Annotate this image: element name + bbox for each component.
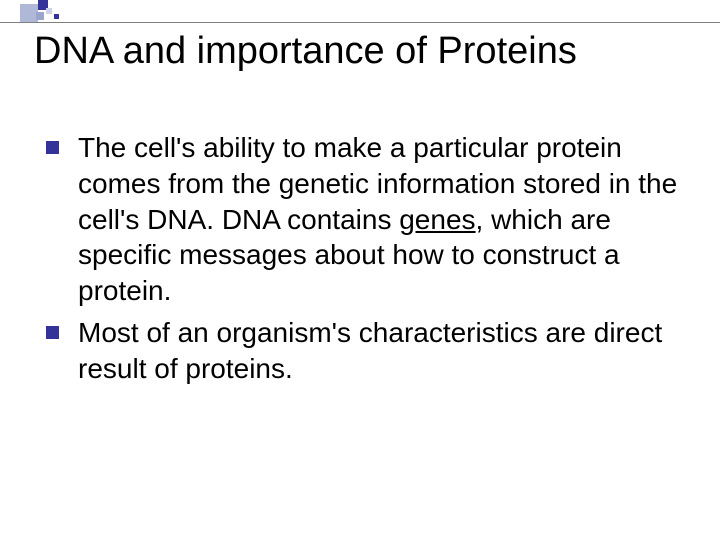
decoration-square: [54, 14, 59, 19]
bullet-item: Most of an organism's characteristics ar…: [46, 315, 680, 387]
decoration-square: [36, 12, 44, 20]
header-decoration: [0, 0, 720, 24]
bullet-text: Most of an organism's characteristics ar…: [78, 317, 662, 384]
bullet-text-underlined: genes: [399, 204, 475, 235]
square-bullet-icon: [46, 141, 59, 154]
header-divider: [0, 22, 720, 23]
decoration-square: [46, 8, 52, 14]
slide-body: The cell's ability to make a particular …: [46, 130, 680, 393]
square-bullet-icon: [46, 326, 59, 339]
slide: DNA and importance of Proteins The cell'…: [0, 0, 720, 540]
bullet-list: The cell's ability to make a particular …: [46, 130, 680, 387]
slide-title: DNA and importance of Proteins: [34, 30, 690, 74]
bullet-item: The cell's ability to make a particular …: [46, 130, 680, 309]
bullet-text-pre: Most of an organism's characteristics ar…: [78, 317, 662, 384]
bullet-text: The cell's ability to make a particular …: [78, 132, 677, 306]
